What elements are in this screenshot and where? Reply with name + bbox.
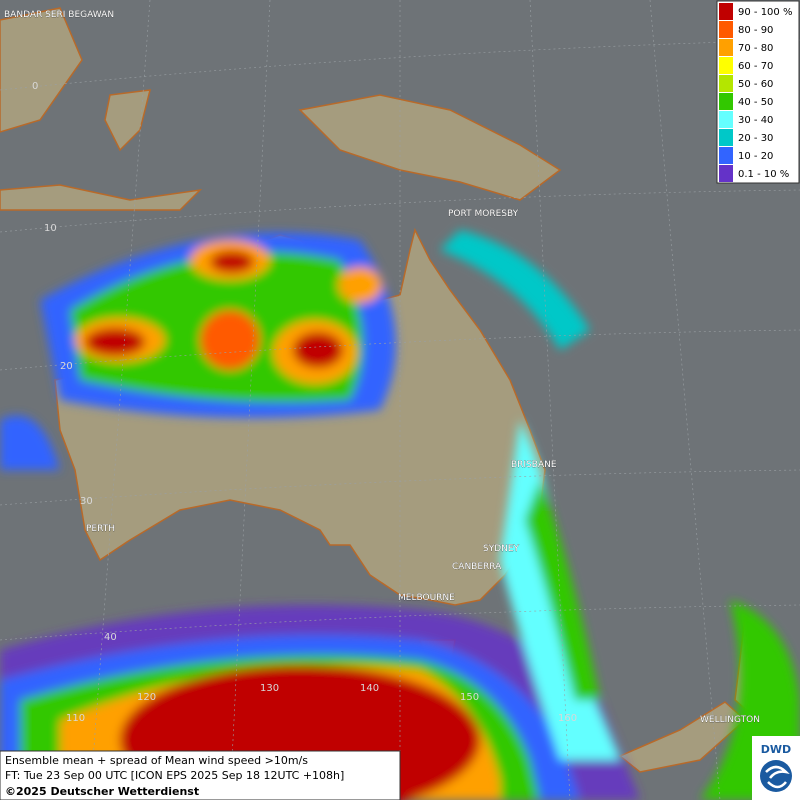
- footer-line: FT: Tue 23 Sep 00 UTC [ICON EPS 2025 Sep…: [5, 769, 344, 782]
- city-label: MELBOURNE: [398, 593, 455, 603]
- legend-label: 20 - 30: [738, 133, 773, 144]
- footer-line: ©2025 Deutscher Wetterdienst: [5, 785, 199, 798]
- grid-label: 30: [80, 496, 93, 507]
- footer: Ensemble mean + spread of Mean wind spee…: [0, 750, 401, 800]
- legend-swatch: [719, 111, 733, 128]
- legend-swatch: [719, 75, 733, 92]
- legend-swatch: [719, 93, 733, 110]
- grid-label: 10: [44, 223, 57, 234]
- wind-field: [0, 230, 800, 800]
- legend: 90 - 100 % 80 - 90 70 - 80 60 - 70 50 - 60 40…: [716, 0, 800, 184]
- grid-label: 150: [460, 692, 479, 703]
- city-label: WELLINGTON: [700, 715, 760, 725]
- legend-label: 80 - 90: [738, 25, 773, 36]
- legend-label: 60 - 70: [738, 61, 773, 72]
- legend-swatch: [719, 21, 733, 38]
- legend-swatch: [719, 129, 733, 146]
- grid-label: 0: [32, 81, 38, 92]
- legend-label: 50 - 60: [738, 79, 773, 90]
- logo: DWD: [752, 736, 800, 800]
- logo-swirl: [765, 765, 790, 789]
- cities: BANDAR SERI BEGAWAN PORT MORESBY BRISBAN…: [4, 10, 760, 725]
- grid-label: 40: [104, 632, 117, 643]
- legend-label: 0.1 - 10 %: [738, 169, 789, 180]
- footer-box: [0, 750, 401, 800]
- city-label: SYDNEY: [483, 544, 520, 554]
- city-label: BANDAR SERI BEGAWAN: [4, 10, 114, 20]
- logo-text: DWD: [761, 743, 791, 756]
- legend-swatch: [719, 165, 733, 182]
- legend-label: 40 - 50: [738, 97, 773, 108]
- footer-line: Ensemble mean + spread of Mean wind spee…: [5, 754, 308, 767]
- grid-label: 140: [360, 683, 379, 694]
- city-label: BRISBANE: [511, 460, 557, 470]
- legend-swatch: [719, 3, 733, 20]
- legend-label: 90 - 100 %: [738, 7, 792, 18]
- legend-swatch: [719, 39, 733, 56]
- legend-swatch: [719, 57, 733, 74]
- grid-label: 130: [260, 683, 279, 694]
- legend-label: 30 - 40: [738, 115, 773, 126]
- grid-label: 110: [66, 713, 85, 724]
- city-label: CANBERRA: [452, 562, 502, 572]
- grid-label: 160: [558, 713, 577, 724]
- grid-label: 120: [137, 692, 156, 703]
- grid-label: 20: [60, 361, 73, 372]
- city-label: PORT MORESBY: [448, 209, 519, 219]
- grid-labels: 0 10 20 30 40 110 120 130 140 150 160: [32, 81, 577, 724]
- legend-swatch: [719, 147, 733, 164]
- city-label: PERTH: [86, 524, 115, 534]
- legend-label: 10 - 20: [738, 151, 773, 162]
- legend-label: 70 - 80: [738, 43, 773, 54]
